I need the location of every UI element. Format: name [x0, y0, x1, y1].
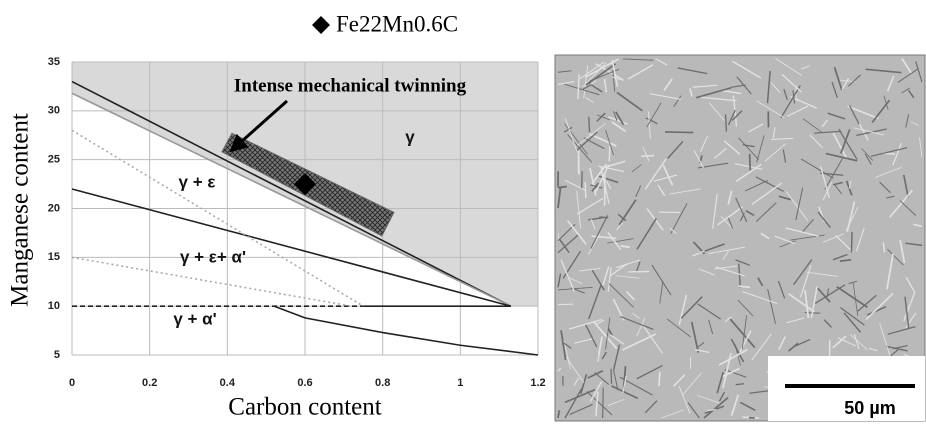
texture — [585, 182, 586, 198]
texture — [641, 156, 654, 157]
texture — [558, 187, 567, 188]
legend-marker — [312, 16, 330, 34]
texture — [603, 388, 604, 418]
x-tick-label: 1.2 — [530, 377, 545, 389]
y-tick-label: 30 — [48, 105, 60, 117]
texture — [750, 154, 751, 170]
x-axis-label: Carbon content — [228, 394, 381, 421]
x-tick-label: 1 — [457, 377, 463, 389]
texture — [629, 271, 650, 272]
texture — [589, 117, 590, 133]
x-tick-label: 0.2 — [142, 377, 157, 389]
texture — [738, 286, 749, 287]
scale-bar-label: 50 µm — [844, 398, 895, 418]
legend-label: Fe22Mn0.6C — [336, 11, 458, 36]
texture — [665, 132, 693, 133]
texture — [659, 372, 660, 386]
y-tick-label: 15 — [48, 251, 60, 263]
phase-label: γ — [405, 127, 415, 146]
texture — [620, 246, 629, 247]
phase-label: γ + α' — [173, 309, 216, 328]
phase-label: γ + ε — [179, 172, 216, 191]
y-tick-label: 25 — [48, 154, 60, 166]
x-tick-label: 0.8 — [375, 377, 390, 389]
texture — [851, 232, 852, 253]
y-tick-label: 10 — [48, 300, 60, 312]
x-tick-label: 0.4 — [220, 377, 236, 389]
y-tick-label: 20 — [48, 202, 60, 214]
texture — [609, 145, 610, 161]
texture — [736, 384, 744, 385]
y-tick-label: 35 — [48, 56, 60, 68]
texture — [726, 114, 727, 131]
y-axis-label: Manganese content — [7, 113, 34, 307]
x-tick-label: 0.6 — [297, 377, 312, 389]
y-tick-label: 5 — [54, 349, 60, 361]
texture — [582, 171, 583, 188]
phase-label: γ + ε+ α' — [180, 247, 246, 266]
x-tick-label: 0 — [69, 377, 75, 389]
annotation: Intense mechanical twinning — [234, 75, 467, 96]
